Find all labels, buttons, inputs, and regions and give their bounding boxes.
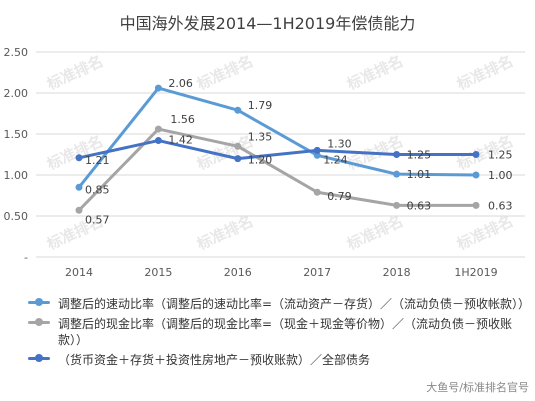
data-label: 1.21: [85, 154, 110, 167]
y-tick-label: 2.00: [4, 87, 29, 100]
data-point: [393, 151, 401, 158]
data-point: [75, 154, 83, 162]
legend-label-quick-ratio: 调整后的速动比率（调整后的速动比率=（流动资产－存货）／（流动负债－预收帐款））: [58, 297, 531, 311]
legend: 调整后的速动比率（调整后的速动比率=（流动资产－存货）／（流动负债－预收帐款））…: [26, 296, 530, 372]
watermark-text: 大鱼号/标准排名官号: [426, 381, 529, 394]
legend-swatch-cash-ratio: [28, 318, 50, 326]
watermark-logo: 标准排名: [453, 52, 516, 94]
data-label: 0.57: [85, 213, 110, 226]
data-point: [75, 183, 83, 191]
legend-item-debt-coverage[interactable]: （货币资金＋存货＋投资性房地产－预收账款）／全部债务: [26, 352, 526, 368]
y-tick-label: 2.50: [4, 46, 29, 59]
series-line: [77, 139, 478, 161]
y-tick-label: 1.00: [4, 169, 29, 182]
legend-swatch-quick-ratio: [28, 298, 50, 306]
data-label: 1.25: [407, 149, 432, 162]
watermark-logo: 标准排名: [193, 52, 256, 94]
data-point: [393, 201, 401, 209]
data-labels: 0.85 2.06 1.79 1.24 1.01 1.00 0.57 1.56 1.35 0.79…: [85, 77, 513, 226]
data-label: 1.20: [248, 154, 272, 167]
data-point: [75, 206, 83, 214]
y-tick-label: 1.50: [4, 128, 29, 141]
watermark-logo: 标准排名: [193, 212, 256, 254]
series-lines: [75, 84, 480, 214]
data-point: [472, 171, 480, 179]
watermark-logo: 标准排名: [343, 212, 406, 254]
data-label: 1.00: [488, 169, 513, 182]
y-tick-label: 0.50: [4, 210, 29, 223]
data-label: 1.25: [488, 149, 513, 162]
data-label: 0.63: [407, 199, 432, 212]
data-point: [313, 188, 321, 196]
data-point: [393, 170, 401, 178]
data-point: [234, 142, 242, 150]
data-label: 0.85: [85, 183, 110, 196]
data-label: 0.79: [327, 190, 352, 203]
legend-swatch-debt-coverage: [28, 354, 50, 362]
data-point: [472, 201, 480, 209]
y-tick-label: -: [24, 251, 28, 264]
x-tick-label: 2016: [224, 266, 252, 279]
data-label: 1.30: [327, 137, 352, 150]
x-tick-label: 2018: [383, 266, 411, 279]
data-label: 1.79: [248, 99, 272, 112]
watermark-logo: 标准排名: [453, 212, 516, 254]
series-line: [77, 86, 478, 189]
x-tick-label: 2015: [144, 266, 172, 279]
data-point: [313, 151, 321, 159]
data-point: [472, 151, 480, 158]
data-point: [234, 155, 242, 163]
x-tick-label: 1H2019: [454, 266, 497, 279]
x-tick-label: 2014: [65, 266, 93, 279]
data-label: 0.63: [488, 199, 513, 212]
y-axis-ticks: - 0.50 1.00 1.50 2.00 2.50: [4, 46, 29, 264]
data-label: 1.56: [170, 113, 195, 126]
data-point: [234, 106, 242, 114]
data-point: [154, 125, 162, 133]
legend-label-cash-ratio: 调整后的现金比率（调整后的现金比率=（现金＋现金等价物）／（流动负债－预收账款）…: [58, 317, 513, 347]
data-label: 2.06: [168, 77, 193, 90]
legend-item-cash-ratio[interactable]: 调整后的现金比率（调整后的现金比率=（现金＋现金等价物）／（流动负债－预收账款）…: [26, 316, 526, 348]
legend-label-debt-coverage: （货币资金＋存货＋投资性房地产－预收账款）／全部债务: [58, 353, 371, 367]
data-point: [154, 137, 162, 145]
data-label: 1.01: [407, 168, 432, 181]
data-label: 1.35: [248, 130, 272, 143]
legend-item-quick-ratio[interactable]: 调整后的速动比率（调整后的速动比率=（流动资产－存货）／（流动负债－预收帐款））: [26, 296, 530, 312]
data-label: 1.42: [168, 134, 193, 147]
data-point: [313, 146, 321, 154]
watermark-logo: 标准排名: [43, 52, 106, 94]
data-point: [154, 84, 162, 92]
data-label: 1.24: [323, 153, 348, 166]
watermark-logo: 标准排名: [343, 52, 406, 94]
x-tick-label: 2017: [303, 266, 331, 279]
chart-title: 中国海外发展2014—1H2019年偿债能力: [119, 14, 416, 33]
x-axis-ticks: 2014 2015 2016 2017 2018 1H2019: [65, 266, 498, 279]
